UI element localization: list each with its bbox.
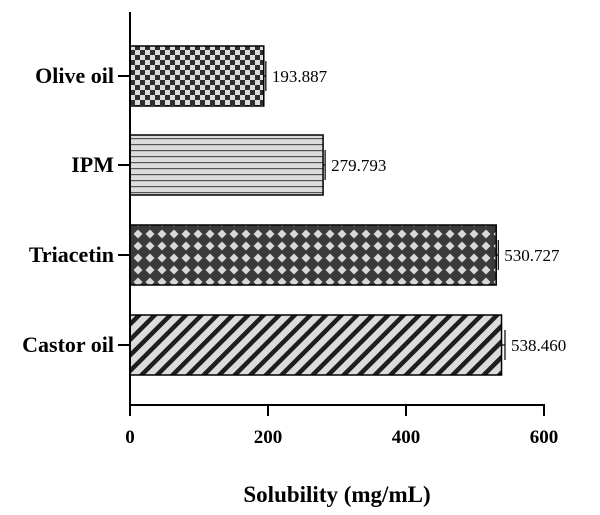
value-label-ipm: 279.793	[331, 156, 386, 175]
value-label-olive-oil: 193.887	[272, 67, 328, 86]
category-label-olive-oil: Olive oil	[35, 63, 114, 88]
x-axis-title: Solubility (mg/mL)	[243, 482, 430, 507]
category-label-triacetin: Triacetin	[29, 242, 114, 267]
bar-olive-oil	[129, 45, 265, 107]
x-tick-label-0: 0	[125, 427, 135, 448]
bar-castor-oil	[129, 314, 503, 376]
category-label-ipm: IPM	[71, 152, 114, 177]
value-label-triacetin: 530.727	[504, 246, 560, 265]
x-tick-label-400: 400	[392, 427, 421, 448]
bar-triacetin	[129, 224, 497, 286]
category-label-castor-oil: Castor oil	[22, 332, 114, 357]
bar-ipm	[129, 134, 324, 196]
x-tick-label-200: 200	[254, 427, 283, 448]
plot-area: 193.887 Olive oil 279.793 IPM 530.727 Triacet…	[22, 12, 566, 448]
x-tick-label-600: 600	[530, 427, 559, 448]
value-label-castor-oil: 538.460	[511, 336, 566, 355]
